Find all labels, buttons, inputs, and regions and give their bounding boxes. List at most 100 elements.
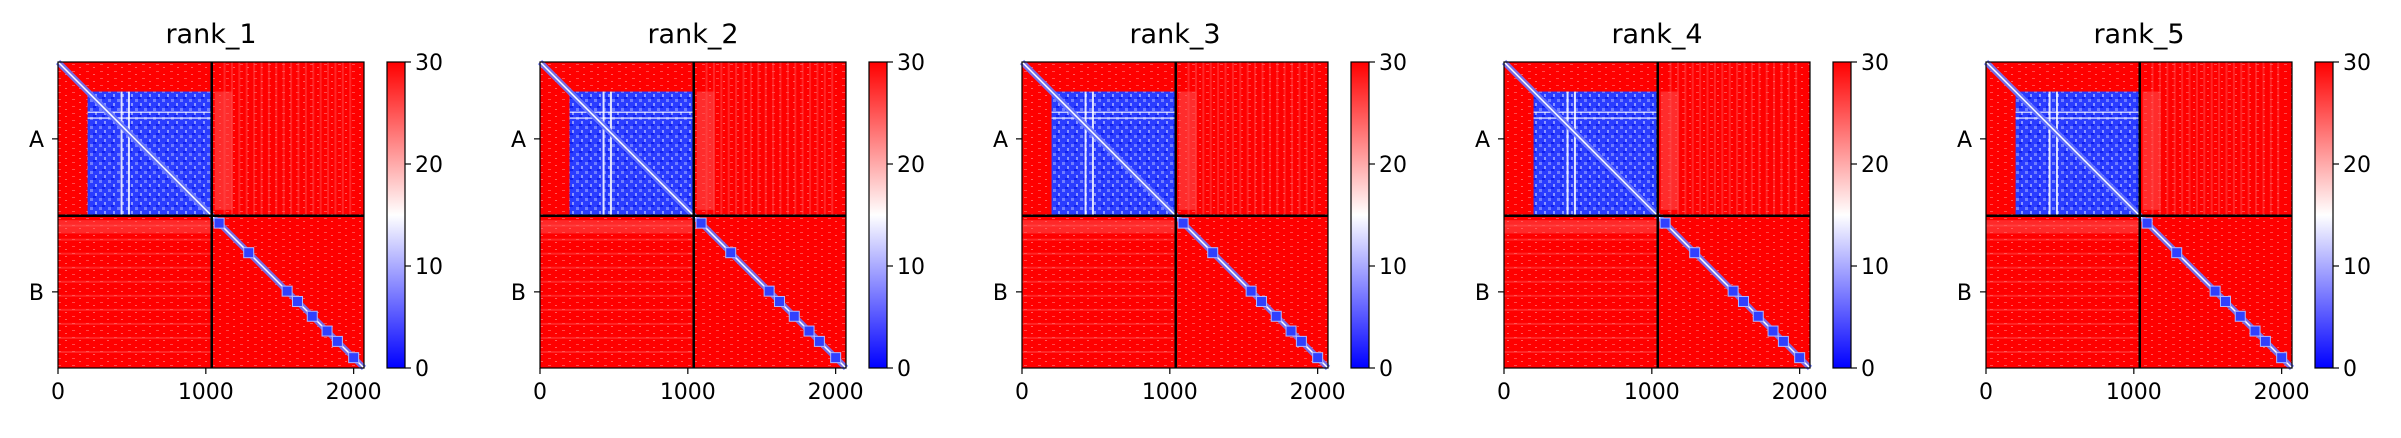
- heatmap-stripe: [1795, 62, 1798, 216]
- heatmap-stripe: [2255, 62, 2258, 216]
- domain-blob: [1207, 247, 1219, 259]
- heatmap-stripe: [2166, 62, 2169, 216]
- heatmap-stripe: [58, 308, 212, 311]
- colorbar-tick-label: 10: [897, 255, 925, 280]
- colorbar-tick-label: 20: [415, 153, 443, 178]
- heatmap-stripe: [540, 336, 694, 339]
- heatmap-stripe: [540, 224, 694, 227]
- heatmap-stripe: [540, 322, 694, 325]
- colorbar-tick-label: 20: [1861, 153, 1889, 178]
- domain-blob: [1777, 335, 1789, 347]
- heatmap-stripe: [260, 62, 263, 216]
- domain-blob: [321, 325, 333, 337]
- x-tick-label: 0: [1497, 380, 1511, 405]
- heatmap-stripe: [1313, 62, 1316, 216]
- heatmap-stripe: [720, 62, 723, 216]
- colorbar: [2314, 61, 2334, 369]
- heatmap-stripe: [2218, 62, 2221, 216]
- chart-title: rank_1: [165, 19, 256, 50]
- heatmap-stripe: [2262, 62, 2265, 216]
- domain-blob: [725, 247, 737, 259]
- axes-frame: [1985, 61, 2293, 369]
- domain-blob: [291, 295, 303, 307]
- heatmap-stripe: [1022, 336, 1176, 339]
- domain-blob: [306, 310, 318, 322]
- heatmap-stripe: [1986, 322, 2140, 325]
- heatmap-stripe: [2247, 62, 2250, 216]
- y-tick-label: B: [29, 281, 44, 306]
- heatmap-stripe: [58, 224, 212, 227]
- domain-blob: [813, 335, 825, 347]
- heatmap-stripe: [1276, 62, 1279, 216]
- x-tick-label: 2000: [326, 380, 382, 405]
- heatmap-stripe: [58, 336, 212, 339]
- x-tick-label: 1000: [660, 380, 716, 405]
- colorbar-tick-label: 0: [415, 357, 429, 382]
- domain-blob: [1727, 285, 1739, 297]
- domain-blob: [1689, 247, 1701, 259]
- heatmap-band: [214, 91, 233, 210]
- heatmap-stripe: [1986, 294, 2140, 297]
- heatmap-stripe: [540, 252, 694, 255]
- domain-blob: [2276, 352, 2288, 364]
- heatmap-stripe: [1986, 280, 2140, 283]
- heatmap-stripe: [2240, 62, 2243, 216]
- heatmap-stripe: [1217, 62, 1220, 216]
- heatmap-stripe: [1022, 224, 1176, 227]
- heatmap-stripe: [1758, 62, 1761, 216]
- x-tick-label: 2000: [1772, 380, 1828, 405]
- heatmap-stripe: [1022, 294, 1176, 297]
- heatmap-stripe: [757, 62, 760, 216]
- heatmap-band: [58, 220, 212, 234]
- heatmap-stripe: [1022, 266, 1176, 269]
- heatmap-stripe: [2225, 62, 2228, 216]
- heatmap-stripe: [2232, 62, 2235, 216]
- heatmap-stripe: [282, 62, 285, 216]
- colorbar-tick-label: 30: [897, 51, 925, 76]
- heatmap-stripe: [245, 62, 248, 216]
- heatmap-stripe: [1305, 62, 1308, 216]
- heatmap-stripe: [2173, 62, 2176, 216]
- domain-blob: [2141, 217, 2153, 229]
- heatmap-stripe: [58, 280, 212, 283]
- x-tick-label: 2000: [1290, 380, 1346, 405]
- heatmap-stripe: [1239, 62, 1242, 216]
- y-tick-label: A: [1957, 128, 1972, 153]
- heatmap-stripe: [735, 62, 738, 216]
- domain-blob: [2209, 285, 2221, 297]
- axes-frame: [1021, 61, 1329, 369]
- domain-blob: [763, 285, 775, 297]
- domain-blob: [2259, 335, 2271, 347]
- heatmap-band: [1178, 91, 1197, 210]
- domain-blob: [1255, 295, 1267, 307]
- heatmap-stripe: [779, 62, 782, 216]
- domain-blob: [788, 310, 800, 322]
- heatmap-stripe: [794, 62, 797, 216]
- colorbar-tick-label: 30: [415, 51, 443, 76]
- heatmap-stripe: [1706, 62, 1709, 216]
- domain-blob: [1295, 335, 1307, 347]
- heatmap-stripe: [1504, 224, 1658, 227]
- x-tick-label: 0: [1015, 380, 1029, 405]
- heatmap-stripe: [1246, 62, 1249, 216]
- heatmap-stripe: [1291, 62, 1294, 216]
- x-tick-label: 0: [533, 380, 547, 405]
- heatmap-stripe: [1504, 280, 1658, 283]
- chart-title: rank_3: [1129, 19, 1220, 50]
- heatmap-band: [2142, 91, 2161, 210]
- heatmap-stripe: [238, 62, 241, 216]
- chart-title: rank_5: [2093, 19, 2184, 50]
- heatmap-stripe: [1986, 351, 2140, 353]
- heatmap-stripe: [2181, 62, 2184, 216]
- domain-blob: [1659, 217, 1671, 229]
- domain-blob: [2171, 247, 2183, 259]
- heatmap-stripe: [801, 62, 804, 216]
- heatmap-stripe: [831, 62, 834, 216]
- chart-title: rank_2: [647, 19, 738, 50]
- x-tick-label: 2000: [2254, 380, 2310, 405]
- heatmap-stripe: [2269, 62, 2272, 216]
- heatmap-stripe: [58, 238, 212, 241]
- x-tick-label: 1000: [178, 380, 234, 405]
- heatmap-stripe: [1986, 266, 2140, 269]
